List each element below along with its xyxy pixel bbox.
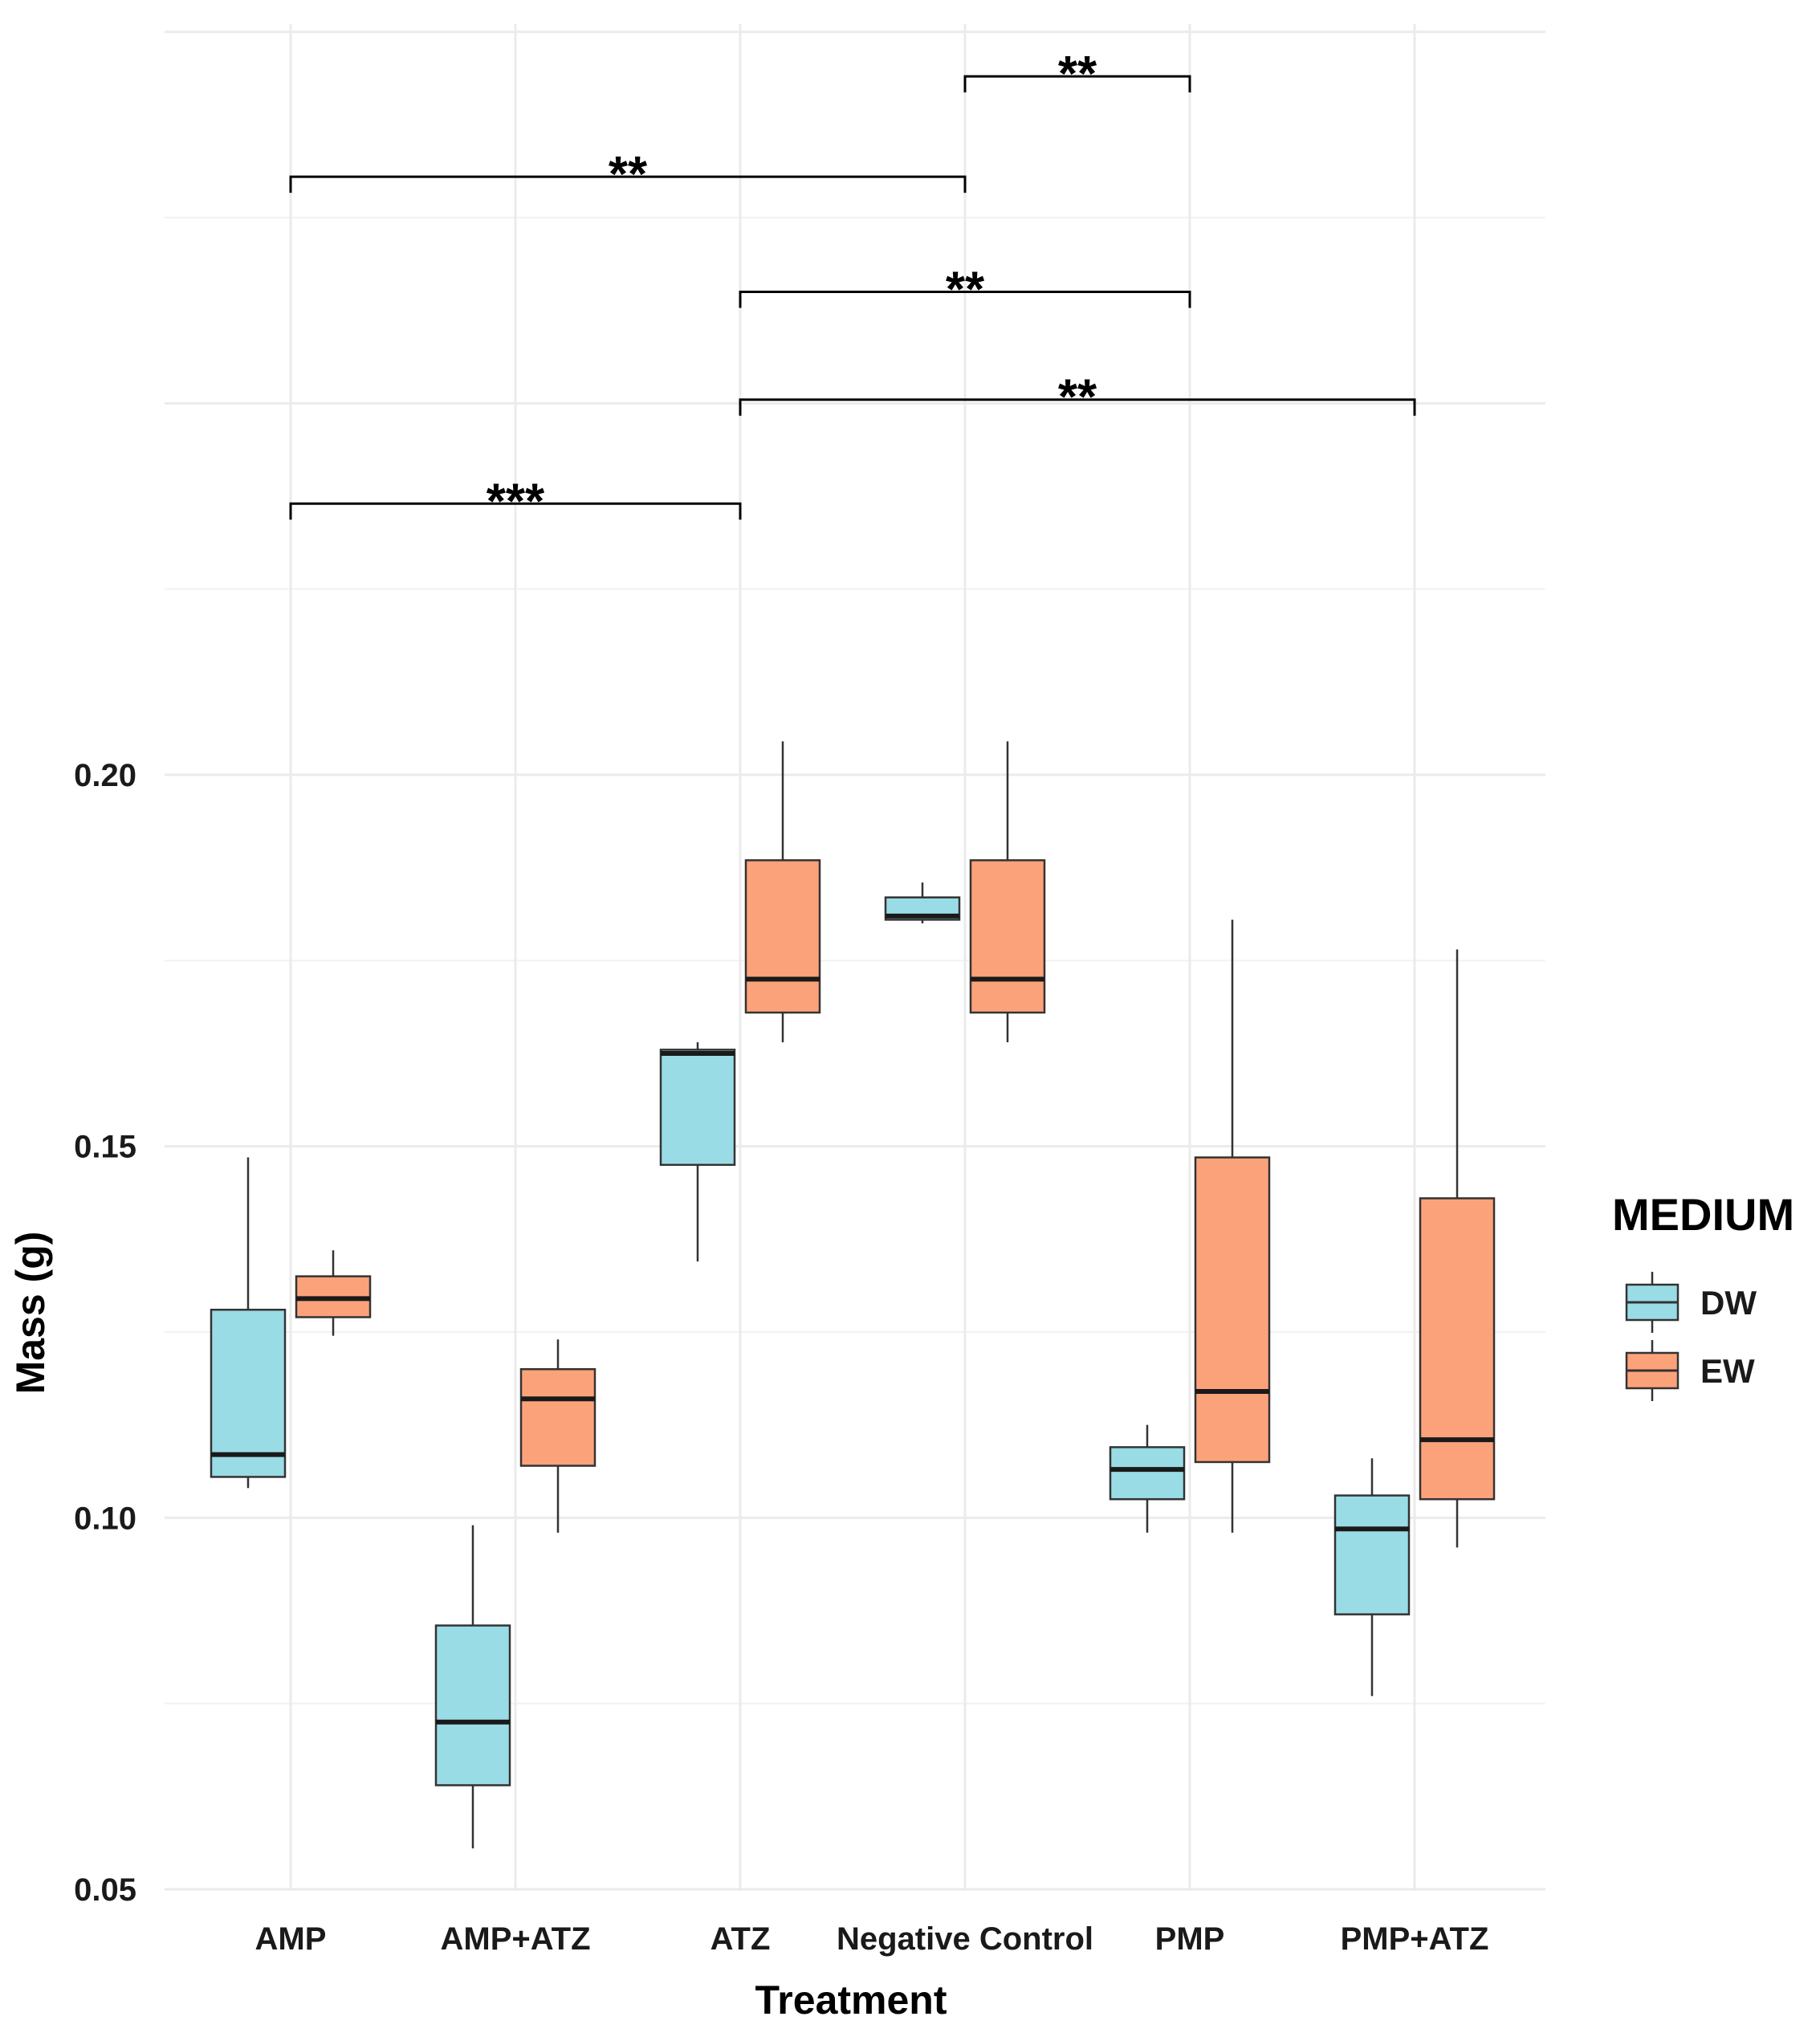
box-iqr [434, 1624, 511, 1786]
box-dw [210, 1157, 287, 1489]
x-tick-label: PMP+ATZ [1341, 1921, 1489, 1957]
y-tick-label: 0.10 [74, 1501, 136, 1536]
x-tick-label: PMP [1155, 1921, 1225, 1957]
significance-label: ** [1058, 370, 1097, 426]
legend-item-ew: EW [1625, 1340, 1755, 1401]
x-axis-title: Treatment [755, 1978, 947, 2023]
gridlines [165, 24, 1545, 1891]
box-ew [1194, 919, 1271, 1533]
significance-label: ** [1058, 47, 1097, 102]
bracket-line [739, 291, 1191, 308]
box-dw [1109, 1424, 1186, 1533]
x-tick-label: Negative Control [837, 1921, 1093, 1957]
y-tick-label: 0.05 [74, 1872, 136, 1908]
significance-label: ** [946, 263, 985, 318]
box-ew [744, 741, 821, 1043]
legend-title: MEDIUM [1612, 1189, 1794, 1240]
box-dw [884, 882, 961, 924]
bracket-line [739, 398, 1416, 416]
bracket-line [289, 175, 967, 194]
box-dw [659, 1042, 736, 1262]
box-iqr [659, 1049, 736, 1167]
box-ew [969, 741, 1046, 1043]
legend: MEDIUM DW EW [1612, 1189, 1794, 1401]
significance-bracket: ** [739, 370, 1416, 426]
y-tick-label: 0.20 [74, 758, 136, 793]
box-iqr [1333, 1494, 1411, 1615]
significance-brackets: *********** [289, 47, 1416, 529]
significance-bracket: ** [963, 47, 1191, 102]
box-ew [519, 1339, 596, 1533]
box-iqr [744, 859, 821, 1014]
x-tick-label: AMP [255, 1921, 327, 1957]
box-iqr [969, 859, 1046, 1014]
significance-bracket: ** [739, 263, 1191, 318]
significance-label: ** [609, 147, 648, 202]
y-axis-title: Mass (g) [8, 1232, 53, 1395]
x-tick-label: ATZ [710, 1921, 771, 1957]
legend-label: DW [1700, 1284, 1757, 1322]
box-dw [434, 1525, 511, 1849]
bracket-line [963, 75, 1191, 93]
box-iqr [519, 1368, 596, 1467]
box-iqr [1419, 1197, 1496, 1501]
box-dw [1333, 1458, 1411, 1697]
legend-item-dw: DW [1625, 1272, 1757, 1333]
significance-label: *** [487, 474, 545, 529]
box-iqr [1194, 1156, 1271, 1464]
axes: Treatment Mass (g) 0.05 0.10 0.15 0.20 AMP AM… [8, 758, 1488, 2023]
legend-label: EW [1700, 1352, 1755, 1390]
bracket-line [289, 502, 742, 520]
boxes [210, 741, 1496, 1849]
box-iqr [1109, 1446, 1186, 1501]
y-tick-label: 0.15 [74, 1130, 136, 1165]
box-ew [295, 1250, 372, 1336]
box-iqr [210, 1308, 287, 1478]
box-ew [1419, 949, 1496, 1548]
significance-bracket: *** [289, 474, 742, 529]
x-tick-label: AMP+ATZ [440, 1921, 590, 1957]
significance-bracket: ** [289, 147, 967, 202]
